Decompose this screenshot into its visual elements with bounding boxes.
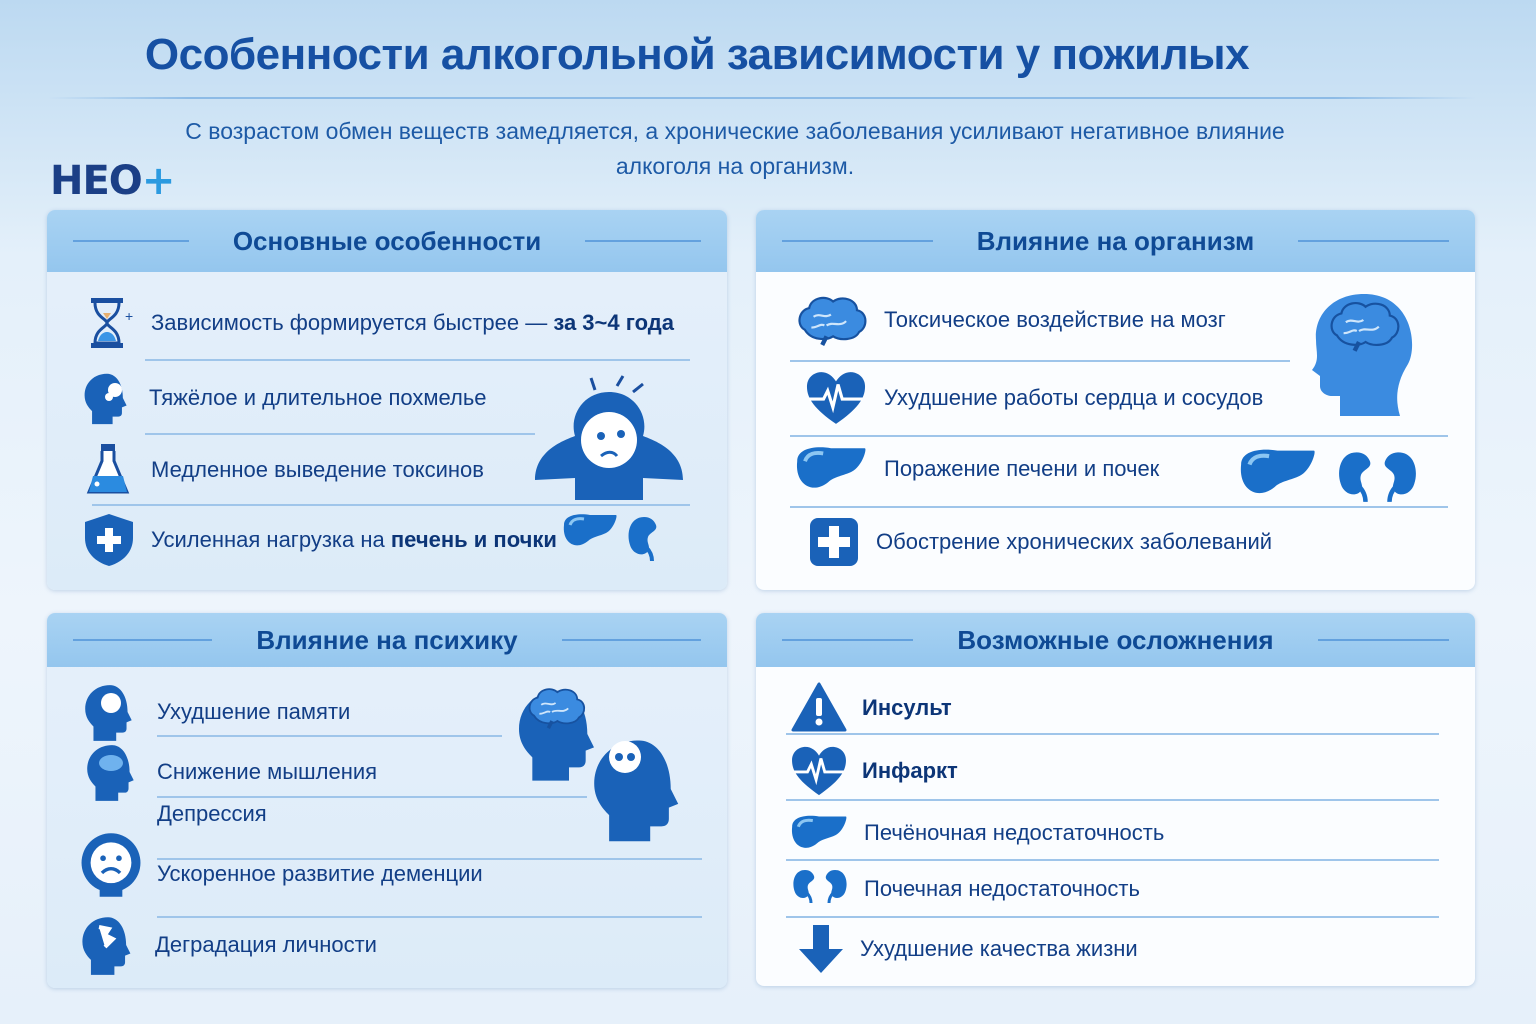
- liver-icon: [788, 811, 850, 855]
- divider: [157, 735, 502, 737]
- liver-illustration: [560, 510, 620, 552]
- divider: [790, 360, 1290, 362]
- item-text: Почечная недостаточность: [864, 876, 1140, 901]
- list-item: Медленное выведение токсинов: [81, 442, 484, 498]
- liver-illustration: [1230, 445, 1325, 501]
- list-item: Снижение мышления: [81, 741, 377, 803]
- item-text: Ухудшение качества жизни: [860, 936, 1138, 961]
- hourglass-icon: +: [91, 298, 133, 348]
- arrow-down-icon: [799, 925, 843, 973]
- panel-title: Основные особенности: [232, 225, 542, 256]
- page-title: Особенности алкогольной зависимости у по…: [144, 30, 1250, 79]
- hangover-person-illustration: [535, 375, 683, 500]
- panel-header: Влияние на психику: [47, 613, 727, 667]
- panel-header: Влияние на организм: [756, 210, 1475, 272]
- item-text: Ухудшение работы сердца и сосудов: [884, 385, 1264, 410]
- item-text: Медленное выведение токсинов: [151, 457, 484, 482]
- item-text: Инфаркт: [862, 758, 958, 783]
- svg-text:+: +: [125, 308, 133, 324]
- divider: [145, 359, 690, 361]
- divider: [786, 859, 1439, 861]
- item-text: Тяжёлое и длительное похмелье: [149, 385, 487, 410]
- list-item: Тяжёлое и длительное похмелье: [79, 370, 487, 426]
- medical-cross-icon: [810, 518, 858, 566]
- item-text: Депрессия: [157, 801, 267, 826]
- list-item: Ускоренное развитие деменции: [81, 861, 483, 887]
- list-item: Усиленная нагрузка на печень и почки: [81, 512, 557, 568]
- head-icon: [79, 370, 135, 426]
- divider: [157, 916, 702, 918]
- panel-header: Основные особенности: [47, 210, 727, 272]
- panel-title: Влияние на психику: [256, 624, 518, 655]
- panel-main-features: Основные особенности + Зависимость форми…: [47, 210, 727, 590]
- subtitle-line: алкоголя на организм.: [615, 153, 855, 179]
- list-item: + Зависимость формируется быстрее — за 3…: [81, 295, 674, 351]
- panel-header: Возможные осложнения: [756, 613, 1475, 667]
- heart-pulse-icon: [802, 370, 870, 426]
- panel-title: Влияние на организм: [976, 225, 1255, 256]
- kidneys-icon: [791, 868, 849, 905]
- divider: [157, 858, 702, 860]
- item-text: Усиленная нагрузка на: [151, 527, 391, 552]
- head-broken-icon: [75, 913, 141, 977]
- warning-icon: [791, 682, 847, 732]
- item-bold-text: печень и почки: [390, 527, 557, 552]
- list-item: Ухудшение качества жизни: [796, 923, 1138, 975]
- head-thinking-icon: [81, 741, 143, 803]
- title-divider: [48, 97, 1476, 99]
- panel-title: Возможные осложнения: [957, 624, 1274, 655]
- divider: [92, 504, 690, 506]
- list-item: Токсическое воздействие на мозг: [794, 292, 1226, 348]
- list-item: Инсульт: [790, 680, 952, 736]
- kidney-illustration: [1376, 445, 1421, 507]
- item-text: Снижение мышления: [157, 759, 378, 784]
- head-brain-illustration: [1312, 294, 1413, 416]
- kidney-illustration: [624, 510, 664, 566]
- list-item: Поражение печени и почек: [792, 443, 1159, 495]
- shield-plus-icon: [85, 514, 133, 566]
- divider: [786, 916, 1439, 918]
- list-item: Ухудшение памяти: [77, 681, 350, 743]
- divider: [145, 433, 535, 435]
- panel-psyche-effects: Влияние на психику Ухудшение памяти Сниж…: [47, 613, 727, 988]
- item-text: Поражение печени и почек: [884, 456, 1160, 481]
- item-text: Токсическое воздействие на мозг: [884, 307, 1226, 332]
- panel-complications: Возможные осложнения Инсульт Инфаркт Печ…: [756, 613, 1475, 986]
- divider: [786, 799, 1439, 801]
- item-text: Печёночная недостаточность: [864, 820, 1165, 845]
- flask-icon: [86, 444, 130, 494]
- item-text: Обострение хронических заболеваний: [876, 529, 1273, 554]
- item-text: Деградация личности: [155, 932, 377, 957]
- divider: [157, 796, 587, 798]
- list-item: Печёночная недостаточность: [788, 811, 1164, 855]
- list-item: Ухудшение работы сердца и сосудов: [802, 370, 1263, 426]
- logo: НЕО+: [50, 158, 175, 204]
- divider: [790, 506, 1448, 508]
- brain-icon: [794, 292, 870, 348]
- subtitle-line: С возрастом обмен веществ замедляется, а…: [185, 118, 1285, 144]
- item-text: Зависимость формируется быстрее —: [151, 310, 554, 335]
- heart-pulse-icon: [790, 745, 848, 797]
- head-confused-illustration: [579, 733, 699, 845]
- list-item: Инфаркт: [790, 745, 958, 797]
- list-item: Деградация личности: [75, 913, 377, 977]
- item-bold-text: за 3~4 года: [553, 310, 674, 335]
- panel-body-effects: Влияние на организм Токсическое воздейст…: [756, 210, 1475, 590]
- liver-icon: [792, 443, 870, 495]
- kidney-illustration: [1334, 445, 1379, 507]
- item-text: Ухудшение памяти: [157, 699, 351, 724]
- list-item: Депрессия: [81, 801, 267, 827]
- item-text: Ускоренное развитие деменции: [157, 861, 483, 886]
- divider: [790, 435, 1448, 437]
- divider: [786, 733, 1439, 735]
- head-memory-icon: [77, 681, 143, 743]
- subtitle: С возрастом обмен веществ замедляется, а…: [100, 114, 1370, 184]
- list-item: Обострение хронических заболеваний: [806, 514, 1272, 570]
- list-item: Почечная недостаточность: [790, 867, 1140, 911]
- item-text: Инсульт: [862, 695, 952, 720]
